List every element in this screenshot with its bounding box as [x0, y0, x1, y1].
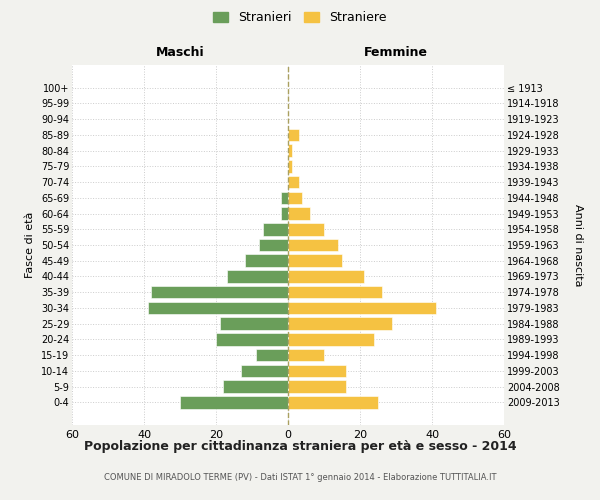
Bar	[288, 254, 342, 267]
Bar	[281, 207, 288, 220]
Bar	[288, 396, 378, 408]
Bar	[180, 396, 288, 408]
Bar	[288, 223, 324, 235]
Bar	[288, 302, 436, 314]
Bar	[148, 302, 288, 314]
Text: COMUNE DI MIRADOLO TERME (PV) - Dati ISTAT 1° gennaio 2014 - Elaborazione TUTTIT: COMUNE DI MIRADOLO TERME (PV) - Dati IST…	[104, 473, 496, 482]
Bar	[259, 238, 288, 252]
Bar	[223, 380, 288, 393]
Bar	[288, 192, 302, 204]
Text: Popolazione per cittadinanza straniera per età e sesso - 2014: Popolazione per cittadinanza straniera p…	[83, 440, 517, 453]
Bar	[281, 192, 288, 204]
Bar	[220, 318, 288, 330]
Bar	[288, 333, 374, 345]
Bar	[216, 333, 288, 345]
Bar	[256, 349, 288, 362]
Bar	[241, 364, 288, 377]
Bar	[245, 254, 288, 267]
Bar	[288, 176, 299, 188]
Bar	[288, 380, 346, 393]
Legend: Stranieri, Straniere: Stranieri, Straniere	[213, 11, 387, 24]
Bar	[288, 128, 299, 141]
Bar	[288, 318, 392, 330]
Bar	[288, 160, 292, 172]
Bar	[288, 238, 338, 252]
Y-axis label: Anni di nascita: Anni di nascita	[574, 204, 583, 286]
Bar	[151, 286, 288, 298]
Bar	[288, 364, 346, 377]
Bar	[288, 207, 310, 220]
Bar	[227, 270, 288, 283]
Bar	[288, 349, 324, 362]
Bar	[288, 144, 292, 157]
Y-axis label: Fasce di età: Fasce di età	[25, 212, 35, 278]
Bar	[288, 286, 382, 298]
Bar	[263, 223, 288, 235]
Bar	[288, 270, 364, 283]
